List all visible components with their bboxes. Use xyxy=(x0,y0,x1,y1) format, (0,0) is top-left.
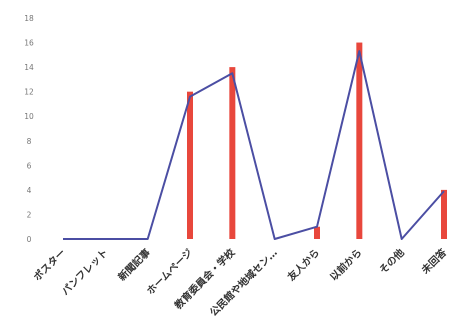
y-tick-label: 8 xyxy=(27,137,32,146)
x-tick-label: ポスター xyxy=(31,246,68,283)
x-tick-label: 未回答 xyxy=(418,245,449,277)
y-tick-label: 18 xyxy=(24,14,34,23)
x-tick-label: 以前から xyxy=(327,246,364,283)
y-tick-label: 14 xyxy=(24,63,34,72)
y-tick-label: 10 xyxy=(24,112,34,121)
y-tick-label: 4 xyxy=(27,186,32,195)
bar xyxy=(441,189,447,239)
line-series xyxy=(63,50,445,240)
bars xyxy=(187,42,447,240)
bar xyxy=(314,226,320,239)
y-axis-ticks: 0 2 4 6 8 10 12 14 16 18 xyxy=(24,14,34,244)
y-tick-label: 6 xyxy=(27,161,32,170)
bar xyxy=(229,67,236,239)
line-series-path xyxy=(63,50,445,240)
y-tick-label: 0 xyxy=(27,235,32,244)
bar xyxy=(187,91,193,240)
bar xyxy=(356,42,363,239)
y-tick-label: 2 xyxy=(27,210,32,219)
x-tick-label: 公民館や地域セン… xyxy=(207,246,280,319)
x-tick-label: その他 xyxy=(376,246,406,276)
x-tick-label: 新聞記事 xyxy=(115,246,152,283)
y-tick-label: 12 xyxy=(24,88,34,97)
y-tick-label: 16 xyxy=(24,39,34,48)
x-tick-label: 友人から xyxy=(285,246,322,283)
